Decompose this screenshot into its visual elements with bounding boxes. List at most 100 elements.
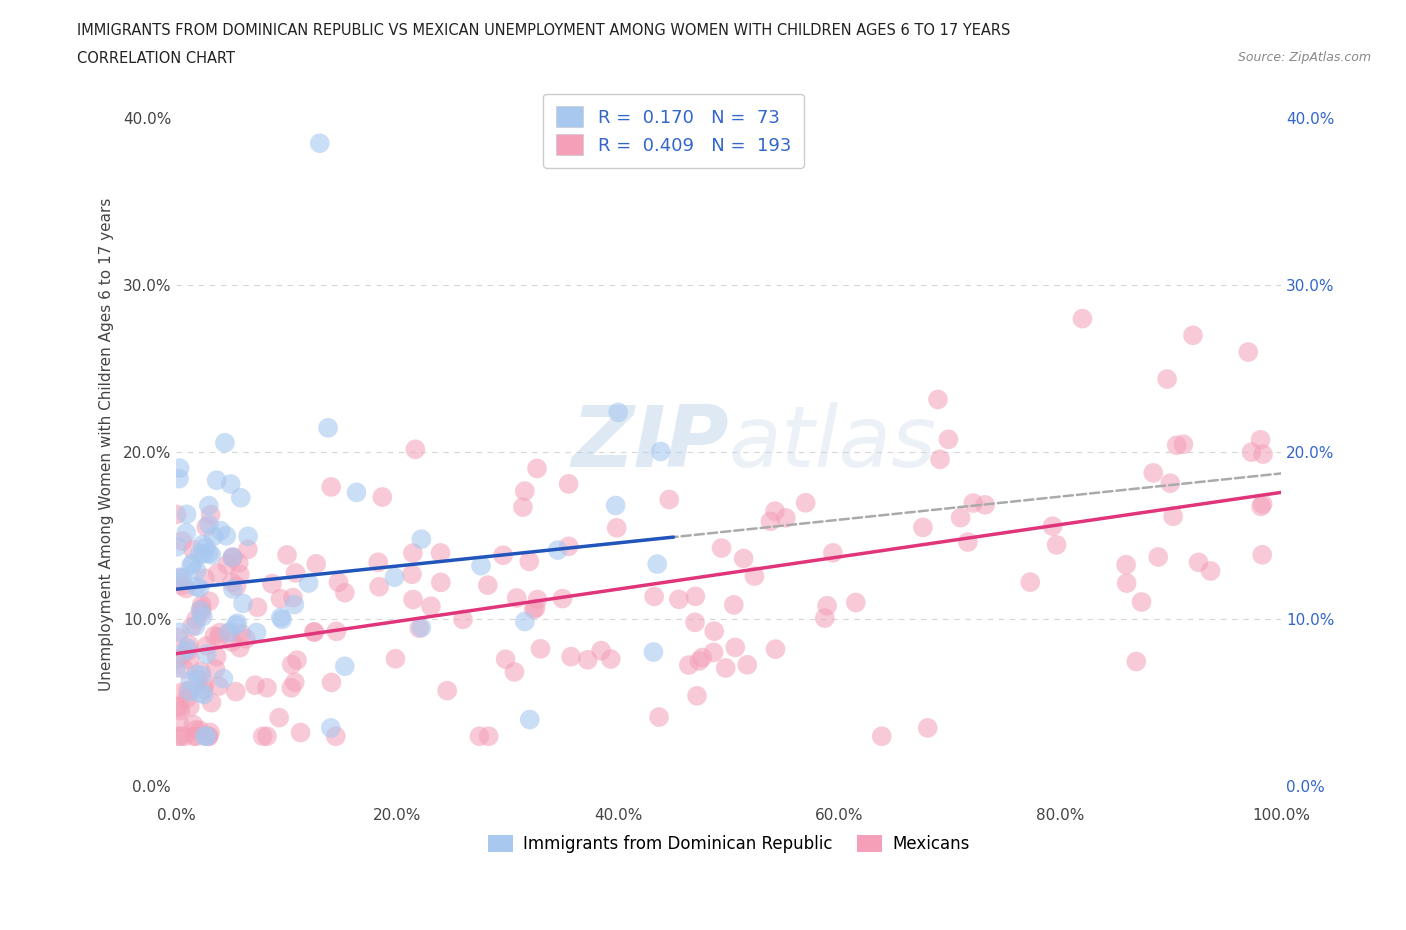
Point	[174, 525, 197, 540]
Point	[166, 699, 188, 714]
Point	[194, 571, 217, 586]
Point	[917, 721, 939, 736]
Point	[198, 593, 221, 608]
Point	[229, 567, 252, 582]
Point	[229, 640, 252, 655]
Point	[169, 460, 191, 475]
Legend: Immigrants from Dominican Republic, Mexicans: Immigrants from Dominican Republic, Mexi…	[481, 828, 976, 859]
Point	[188, 580, 211, 595]
Point	[1251, 446, 1274, 461]
Point	[165, 660, 187, 675]
Point	[645, 557, 668, 572]
Point	[166, 539, 188, 554]
Point	[643, 644, 665, 659]
Point	[911, 520, 934, 535]
Point	[208, 630, 231, 644]
Point	[169, 729, 191, 744]
Point	[576, 652, 599, 667]
Point	[683, 615, 706, 630]
Point	[202, 529, 225, 544]
Point	[401, 566, 423, 581]
Point	[714, 660, 737, 675]
Point	[186, 729, 208, 744]
Point	[547, 542, 569, 557]
Point	[404, 442, 426, 457]
Point	[283, 597, 305, 612]
Point	[692, 650, 714, 665]
Point	[688, 654, 710, 669]
Point	[949, 511, 972, 525]
Point	[172, 534, 194, 549]
Point	[523, 602, 546, 617]
Point	[236, 529, 259, 544]
Point	[179, 699, 201, 714]
Point	[188, 547, 211, 562]
Point	[221, 575, 243, 590]
Point	[737, 658, 759, 672]
Point	[176, 691, 198, 706]
Point	[284, 565, 307, 580]
Point	[290, 725, 312, 740]
Point	[402, 546, 425, 561]
Point	[221, 634, 243, 649]
Point	[765, 642, 787, 657]
Point	[209, 524, 232, 538]
Point	[384, 570, 406, 585]
Point	[703, 645, 725, 660]
Point	[703, 624, 725, 639]
Point	[650, 444, 672, 458]
Point	[217, 557, 239, 572]
Point	[557, 476, 579, 491]
Point	[179, 684, 201, 699]
Point	[298, 576, 321, 591]
Text: IMMIGRANTS FROM DOMINICAN REPUBLIC VS MEXICAN UNEMPLOYMENT AMONG WOMEN WITH CHIL: IMMIGRANTS FROM DOMINICAN REPUBLIC VS ME…	[77, 23, 1011, 38]
Point	[284, 675, 307, 690]
Point	[225, 618, 247, 632]
Point	[194, 729, 217, 744]
Point	[179, 653, 201, 668]
Point	[285, 653, 308, 668]
Point	[270, 610, 292, 625]
Point	[927, 392, 949, 407]
Point	[495, 652, 517, 667]
Point	[208, 679, 231, 694]
Point	[167, 472, 190, 486]
Point	[191, 538, 214, 552]
Point	[194, 539, 217, 554]
Point	[606, 521, 628, 536]
Point	[280, 681, 302, 696]
Point	[529, 642, 551, 657]
Point	[222, 550, 245, 565]
Point	[186, 563, 208, 578]
Text: atlas: atlas	[728, 403, 936, 485]
Point	[187, 672, 209, 687]
Point	[188, 723, 211, 737]
Point	[503, 664, 526, 679]
Point	[183, 729, 205, 744]
Point	[198, 517, 221, 532]
Point	[815, 598, 838, 613]
Point	[367, 555, 389, 570]
Point	[225, 684, 247, 699]
Point	[200, 548, 222, 563]
Point	[170, 578, 193, 593]
Point	[560, 649, 582, 664]
Point	[191, 609, 214, 624]
Point	[517, 554, 540, 569]
Point	[763, 504, 786, 519]
Point	[1166, 438, 1188, 453]
Point	[723, 597, 745, 612]
Point	[183, 717, 205, 732]
Point	[1042, 519, 1064, 534]
Point	[269, 591, 291, 606]
Point	[252, 729, 274, 744]
Point	[197, 729, 219, 744]
Point	[411, 620, 433, 635]
Point	[599, 652, 621, 667]
Point	[1115, 576, 1137, 591]
Point	[1071, 312, 1094, 326]
Point	[184, 723, 207, 737]
Point	[1045, 538, 1067, 552]
Point	[181, 619, 204, 634]
Point	[668, 591, 690, 606]
